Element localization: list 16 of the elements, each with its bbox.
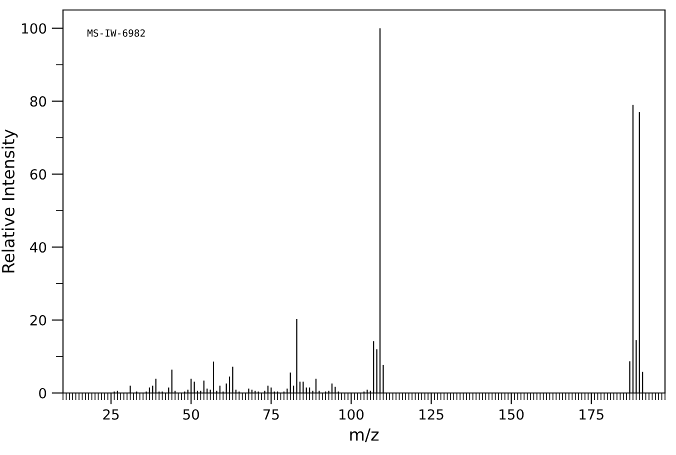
x-axis-title: m/z: [350, 428, 379, 442]
x-tick-label: 100: [339, 409, 364, 420]
x-tick-label: 50: [183, 409, 199, 420]
y-tick-label: 80: [30, 96, 46, 107]
x-tick-label: 175: [580, 409, 604, 420]
y-tick-label: 0: [39, 388, 46, 398]
x-tick-label: 75: [263, 409, 279, 420]
y-tick-label: 40: [30, 242, 46, 253]
y-axis-title: Relative Intensity: [2, 129, 18, 272]
x-tick-label: 125: [420, 409, 444, 420]
x-tick-label: 25: [103, 409, 119, 420]
y-tick-label: 100: [22, 23, 46, 34]
annotation: MS-IW-6982: [87, 29, 145, 37]
x-tick-label: 150: [500, 409, 524, 420]
y-tick-label: 60: [30, 169, 46, 180]
y-tick-label: 20: [30, 315, 46, 326]
